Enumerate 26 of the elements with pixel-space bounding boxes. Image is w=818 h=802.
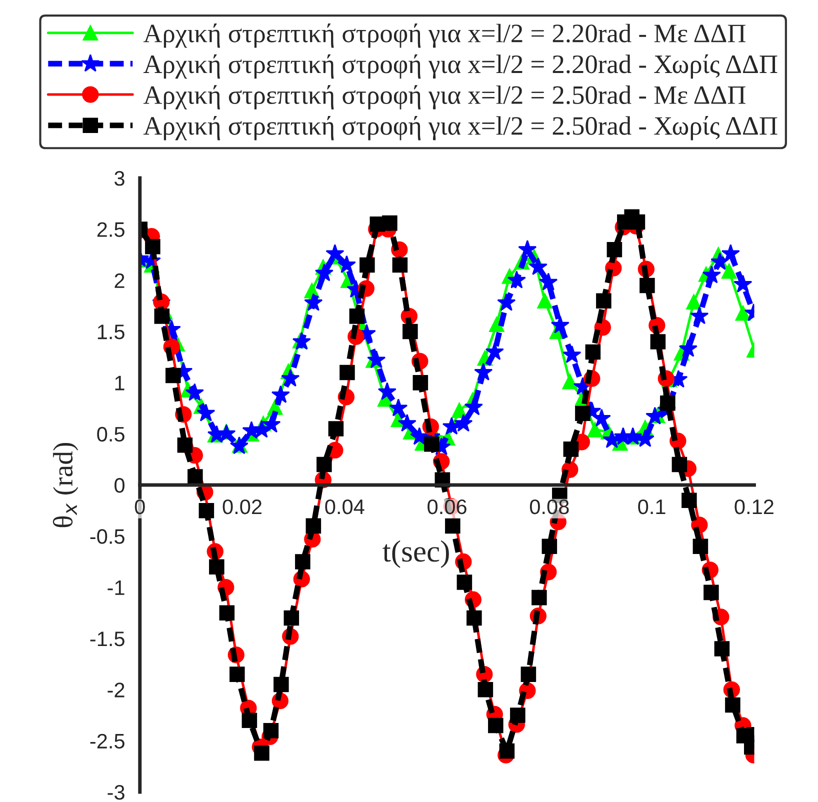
y-tick-label: -0.5 (90, 529, 124, 544)
y-tick-label: 1 (115, 376, 124, 390)
x-tick-label: 0.12 (734, 499, 774, 514)
y-tick-label: -2 (108, 682, 124, 698)
legend-label: Αρχική στρεπτική στροφή για x=l/2 = 2.50rad - Με ΔΔΠ (143, 85, 746, 110)
x-tick-label: 0.02 (222, 499, 262, 514)
y-axis-title: θ$_{x}$ (rad) (52, 442, 78, 528)
legend-label: Αρχική στρεπτική στροφή για x=l/2 = 2.20rad - Με ΔΔΠ (143, 24, 746, 48)
y-tick-label: -2.5 (90, 734, 124, 749)
x-tick-label: 0 (134, 499, 145, 514)
y-tick-label: 0.5 (97, 426, 124, 442)
y-tick-label: 2 (114, 273, 124, 288)
y-tick-label: 2.5 (97, 222, 124, 237)
x-tick-label: 0.1 (638, 499, 666, 514)
y-tick-label: -1.5 (90, 632, 124, 646)
y-tick-label: 1.5 (98, 324, 124, 340)
x-tick-label: 0.06 (428, 499, 466, 514)
y-tick-label: 3 (114, 171, 124, 186)
x-tick-label: 0.08 (530, 499, 569, 514)
y-tick-label: -3 (108, 784, 124, 800)
legend-label: Αρχική στρεπτική στροφή για x=l/2 = 2.50rad - Χωρίς ΔΔΠ (143, 116, 778, 140)
y-tick-label: 0 (114, 478, 124, 493)
legend-label: Αρχική στρεπτική στροφή για x=l/2 = 2.20rad - Χωρίς ΔΔΠ (143, 54, 778, 79)
x-axis-title: t(sec) (382, 540, 449, 568)
y-tick-label: -1 (108, 580, 124, 595)
x-tick-label: 0.04 (325, 499, 364, 514)
